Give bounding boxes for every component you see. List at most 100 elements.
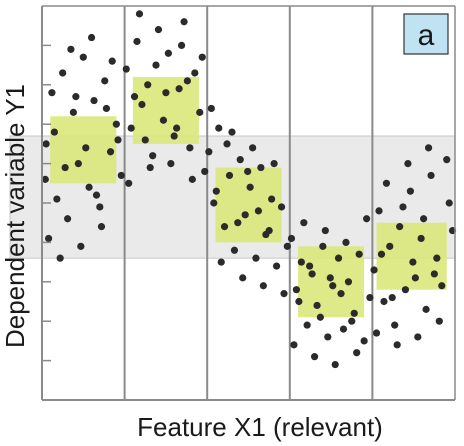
data-point-100 (334, 254, 343, 262)
data-point-17 (56, 254, 64, 262)
data-point-46 (201, 167, 209, 176)
data-point-82 (259, 282, 267, 290)
data-point-114 (363, 215, 371, 223)
data-point-8 (79, 53, 87, 61)
data-point-16 (45, 234, 53, 243)
data-point-130 (417, 234, 425, 243)
data-point-64 (220, 223, 229, 231)
data-point-81 (249, 144, 257, 152)
data-point-149 (420, 215, 428, 223)
data-point-14 (112, 120, 120, 128)
panel-label-box (403, 13, 449, 55)
data-point-54 (198, 53, 206, 61)
x-axis-title: Feature X1 (relevant) (137, 412, 383, 442)
data-point-48 (135, 10, 144, 18)
data-point-145 (377, 250, 386, 258)
data-point-42 (180, 18, 188, 26)
data-point-32 (127, 124, 135, 132)
data-point-94 (303, 321, 311, 329)
data-point-111 (331, 360, 339, 369)
data-point-26 (82, 144, 90, 152)
data-point-51 (167, 160, 175, 168)
data-point-93 (297, 258, 305, 266)
data-point-67 (236, 156, 244, 164)
data-point-61 (205, 148, 213, 156)
data-point-112 (342, 238, 350, 246)
data-point-55 (130, 93, 139, 101)
data-point-148 (409, 258, 417, 266)
data-point-128 (406, 187, 414, 195)
panel-label: a (403, 13, 449, 55)
data-point-91 (287, 234, 296, 243)
data-point-117 (316, 313, 324, 321)
data-point-140 (404, 160, 412, 168)
data-point-142 (424, 144, 433, 152)
data-point-84 (280, 290, 288, 298)
data-point-74 (272, 262, 281, 270)
data-point-124 (386, 242, 394, 250)
data-point-59 (173, 124, 181, 132)
data-point-83 (270, 160, 278, 168)
data-point-65 (225, 171, 234, 180)
data-point-125 (391, 321, 399, 329)
data-point-88 (244, 167, 252, 176)
data-point-133 (433, 254, 441, 262)
data-point-118 (326, 274, 334, 282)
data-point-92 (292, 286, 301, 294)
data-point-75 (277, 203, 286, 211)
data-point-7 (74, 160, 82, 168)
data-point-123 (380, 297, 388, 306)
data-point-138 (382, 179, 391, 187)
data-point-116 (306, 262, 314, 270)
data-point-68 (241, 211, 249, 219)
data-point-24 (61, 163, 69, 172)
data-point-36 (149, 152, 157, 160)
data-point-107 (290, 341, 298, 349)
data-point-4 (59, 69, 67, 77)
bin-box-2 (132, 76, 199, 144)
bin-box-4 (298, 246, 365, 318)
data-point-96 (313, 301, 321, 310)
data-point-60 (183, 77, 191, 85)
bin-box-layer (50, 76, 447, 318)
data-point-63 (215, 124, 223, 132)
data-point-37 (154, 26, 163, 34)
data-point-57 (152, 61, 160, 69)
data-point-39 (164, 49, 172, 57)
data-point-70 (252, 254, 260, 262)
data-point-121 (370, 266, 378, 274)
data-point-78 (217, 258, 225, 266)
data-point-76 (283, 242, 291, 250)
data-point-58 (162, 89, 170, 97)
data-point-13 (106, 148, 115, 156)
data-point-150 (430, 270, 438, 278)
data-point-95 (308, 270, 316, 278)
data-point-1 (42, 140, 50, 148)
data-point-73 (268, 195, 276, 203)
data-point-101 (339, 325, 348, 333)
data-point-131 (422, 305, 430, 313)
data-point-22 (108, 57, 116, 65)
data-point-144 (445, 199, 453, 207)
data-point-69 (246, 183, 254, 191)
data-point-23 (50, 128, 58, 136)
data-point-146 (388, 293, 396, 302)
data-point-6 (69, 108, 77, 116)
data-point-31 (122, 65, 130, 73)
data-point-41 (175, 85, 183, 93)
data-point-33 (133, 37, 141, 46)
data-point-106 (366, 293, 374, 302)
data-point-85 (212, 187, 220, 195)
data-point-3 (53, 195, 61, 203)
data-point-87 (234, 219, 242, 227)
data-point-90 (265, 226, 273, 235)
panel-label-text: a (418, 19, 435, 52)
data-point-113 (353, 349, 361, 357)
data-point-98 (324, 333, 332, 341)
data-point-29 (114, 136, 122, 144)
data-point-134 (438, 282, 446, 290)
data-point-34 (138, 100, 146, 109)
data-point-53 (188, 175, 196, 183)
